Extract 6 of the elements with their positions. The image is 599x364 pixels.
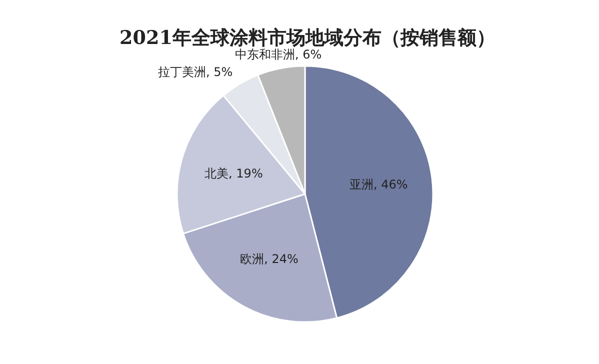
chart-title: 2021年全球涂料市场地域分布（按销售额） bbox=[120, 27, 496, 49]
slice-label: 欧洲, 24% bbox=[240, 252, 298, 266]
slice-label: 北美, 19% bbox=[204, 166, 263, 180]
slice-label: 中东和非洲, 6% bbox=[235, 48, 322, 62]
slice-label: 亚洲, 46% bbox=[350, 178, 408, 192]
slice-label: 拉丁美洲, 5% bbox=[158, 64, 233, 79]
